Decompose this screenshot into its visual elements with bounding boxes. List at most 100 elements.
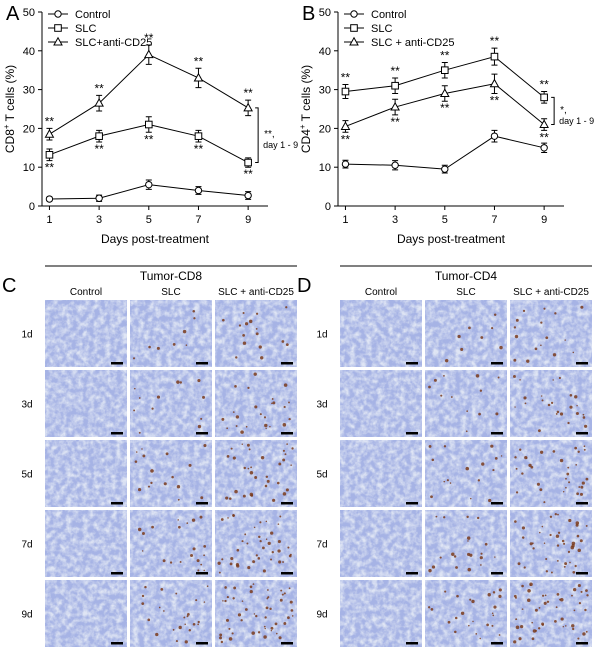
stained-cell (282, 423, 287, 427)
bracket-sub: day 1 - 9 (559, 116, 594, 126)
x-tick-label: 7 (491, 214, 497, 226)
significance: ** (94, 142, 104, 156)
stained-cell (568, 518, 572, 523)
stained-cell (487, 593, 491, 597)
stained-cell (577, 548, 581, 553)
stained-cell (279, 598, 283, 602)
stained-cell (494, 457, 498, 460)
stained-cell (255, 312, 259, 315)
stained-cell (427, 606, 431, 609)
scale-bar (196, 502, 208, 505)
stained-cell (240, 430, 244, 434)
stained-cell (234, 489, 238, 494)
stained-cell (562, 491, 565, 493)
stained-cell (552, 379, 554, 381)
legend-label: SLC+anti-CD25 (75, 37, 152, 49)
stained-cell (449, 482, 452, 484)
stained-cell (443, 480, 446, 483)
stained-cell (259, 539, 262, 543)
legend-label: SLC (371, 23, 392, 35)
series-line (345, 135, 545, 170)
stained-cell (133, 409, 136, 412)
stained-cell (269, 607, 272, 611)
stained-cell (147, 618, 151, 622)
point (45, 150, 54, 159)
micrograph (425, 440, 507, 507)
stained-cell (430, 608, 434, 611)
stained-cell (263, 416, 267, 419)
significance: ** (490, 34, 500, 48)
stained-cell (554, 620, 557, 623)
stained-cell (244, 608, 248, 611)
point (194, 132, 203, 140)
column-label: SLC + anti-CD25 (513, 287, 589, 298)
micrograph (215, 580, 297, 647)
stained-cell (460, 347, 464, 351)
significance: ** (194, 142, 204, 156)
stained-cell (289, 600, 293, 604)
stained-cell (573, 609, 576, 612)
stained-cell (225, 618, 229, 622)
stained-cell (278, 560, 282, 564)
stained-cell (258, 535, 261, 539)
stained-cell (519, 379, 521, 381)
y-tick-label: 40 (23, 46, 35, 58)
stained-cell (514, 334, 519, 339)
stained-cell (557, 513, 559, 516)
stained-cell (141, 594, 145, 598)
stained-cell (197, 620, 200, 624)
stained-cell (492, 469, 495, 472)
stained-cell (175, 592, 178, 595)
stained-cell (285, 306, 288, 309)
stained-cell (238, 324, 242, 327)
stained-cell (206, 585, 209, 588)
stained-cell (539, 531, 541, 534)
bracket-sub: day 1 - 9 (263, 140, 298, 150)
stained-cell (567, 550, 571, 554)
stained-cell (541, 622, 545, 626)
stained-cell (132, 357, 136, 360)
stained-cell (520, 625, 524, 629)
significance: ** (45, 114, 55, 128)
stained-cell (450, 396, 453, 398)
stained-cell (241, 540, 244, 543)
stained-cell (229, 562, 233, 566)
point (244, 191, 252, 200)
stained-cell (472, 620, 474, 623)
stained-cell (545, 336, 549, 340)
stained-cell (453, 555, 457, 558)
point (193, 72, 204, 82)
point (145, 180, 153, 189)
row-label: 7d (316, 540, 327, 551)
stained-cell (479, 637, 481, 640)
stained-cell (270, 531, 274, 535)
stained-cell (492, 614, 495, 617)
stained-cell (203, 569, 205, 572)
stained-cell (578, 602, 582, 605)
stained-cell (236, 564, 240, 568)
stained-cell (255, 614, 258, 618)
stained-cell (571, 594, 573, 597)
scale-bar (491, 362, 503, 365)
stained-cell (572, 351, 575, 354)
stained-cell (269, 425, 271, 428)
y-axis-label: CD8+ T cells (%) (2, 65, 17, 153)
legend-marker (350, 24, 358, 32)
stained-cell (491, 624, 494, 627)
scale-bar (491, 572, 503, 575)
stained-cell (200, 417, 203, 420)
row-label: 9d (21, 610, 32, 621)
stained-cell (192, 309, 196, 313)
stained-cell (197, 378, 201, 383)
stained-cell (156, 395, 161, 399)
stained-cell (150, 481, 153, 485)
stained-cell (572, 587, 577, 592)
stained-cell (580, 485, 584, 489)
stained-cell (515, 491, 519, 494)
stained-cell (257, 631, 261, 634)
stained-cell (481, 462, 485, 466)
scale-bar (406, 642, 418, 645)
point (243, 102, 253, 112)
stained-cell (254, 475, 258, 479)
stained-cell (224, 586, 227, 589)
